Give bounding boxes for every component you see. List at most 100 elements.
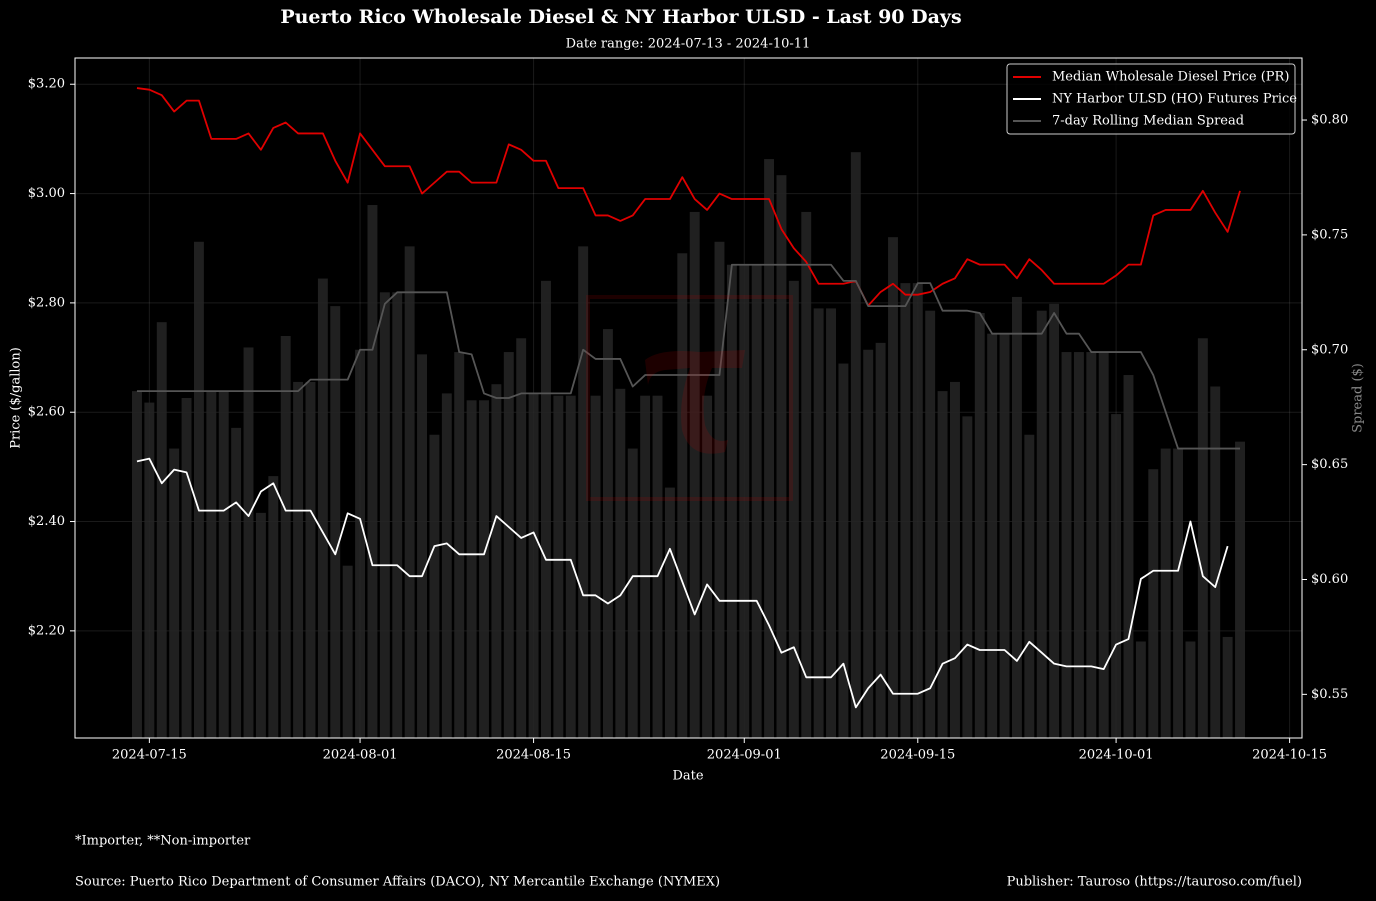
spread-bar — [726, 264, 737, 738]
spread-bar — [863, 349, 874, 738]
spread-bar — [689, 211, 700, 738]
spread-bar — [293, 381, 304, 738]
publisher: Publisher: Tauroso (https://tauroso.com/… — [1007, 875, 1302, 890]
spread-bar — [541, 280, 551, 738]
plot-area — [75, 58, 1302, 739]
spread-bar — [268, 476, 279, 738]
spread-bar — [739, 264, 750, 738]
spread-bar — [888, 237, 898, 738]
spread-bar — [169, 448, 180, 738]
spread-bar — [243, 347, 254, 738]
x-tick-label: 2024-08-15 — [496, 748, 571, 763]
spread-bar — [454, 352, 465, 738]
spread-bar — [417, 354, 427, 738]
footnote: *Importer, **Non-importer — [75, 834, 251, 849]
spread-bar — [1148, 469, 1159, 738]
spread-bar — [441, 393, 452, 738]
spread-bar — [714, 241, 725, 738]
spread-bar — [466, 400, 477, 738]
spread-bar — [1073, 352, 1084, 738]
spread-bar — [206, 391, 217, 738]
spread-bar — [1086, 352, 1097, 738]
y-tick-label: $2.60 — [28, 405, 65, 420]
spread-bar — [528, 393, 539, 738]
legend: Median Wholesale Diesel Price (PR) NY Har… — [1006, 63, 1297, 135]
legend-label: NY Harbor ULSD (HO) Futures Price — [1052, 92, 1297, 107]
spread-bar — [144, 402, 155, 738]
legend-box — [1006, 63, 1296, 135]
x-axis-label: Date — [672, 769, 703, 784]
series-line — [136, 87, 1241, 307]
legend-label: 7-day Rolling Median Spread — [1052, 114, 1244, 129]
spread-bar — [652, 395, 663, 738]
spread-bar — [379, 292, 390, 738]
spread-bar — [156, 322, 167, 738]
spread-bar — [231, 427, 242, 738]
spread-bar — [602, 329, 613, 738]
spread-bar — [664, 487, 675, 738]
plot-frame — [74, 57, 1303, 739]
spread-bar — [950, 381, 960, 738]
spread-bar — [640, 395, 651, 738]
series-line — [136, 457, 1229, 709]
spread-bar — [132, 391, 142, 738]
spread-bar — [751, 264, 762, 738]
x-tick-label: 2024-10-01 — [1079, 748, 1154, 763]
spread-bar — [627, 448, 638, 738]
spread-bar — [491, 384, 502, 738]
spread-bar — [578, 246, 589, 739]
spread-bar — [1197, 338, 1208, 738]
spread-bar — [937, 391, 948, 738]
spread-bar — [181, 398, 192, 738]
x-tick-label: 2024-10-15 — [1252, 748, 1327, 763]
legend-label: Median Wholesale Diesel Price (PR) — [1052, 70, 1289, 85]
y2-tick-label: $0.75 — [1311, 227, 1348, 242]
spread-bar — [404, 246, 415, 739]
spread-bar — [1135, 641, 1146, 738]
spread-bar — [826, 308, 836, 738]
series-line — [136, 263, 1241, 450]
y2-tick-label: $0.60 — [1311, 572, 1348, 587]
x-tick-label: 2024-08-01 — [323, 748, 398, 763]
y-tick-label: $3.20 — [28, 77, 65, 92]
spread-bar — [429, 434, 440, 738]
spread-bar — [702, 395, 713, 738]
watermark-frame — [586, 295, 793, 501]
spread-bar — [342, 565, 353, 738]
spread-bar — [801, 211, 812, 738]
spread-bar — [218, 391, 229, 738]
chart-title: Puerto Rico Wholesale Diesel & NY Harbor… — [280, 6, 961, 28]
x-tick-label: 2024-09-15 — [880, 748, 955, 763]
spread-bar — [193, 241, 204, 738]
source: Source: Puerto Rico Department of Consum… — [75, 875, 720, 890]
spread-bar — [1011, 296, 1022, 738]
spread-bar — [355, 349, 366, 738]
spread-bar — [367, 205, 378, 738]
y2-tick-label: $0.70 — [1311, 342, 1348, 357]
spread-bar — [330, 306, 341, 738]
watermark-logo — [645, 350, 745, 454]
spread-bar — [1160, 448, 1171, 738]
spread-bar — [305, 381, 316, 738]
spread-bar — [912, 283, 923, 738]
y-tick-label: $2.80 — [28, 295, 65, 310]
y-tick-label: $3.00 — [28, 186, 65, 201]
watermark — [586, 295, 793, 501]
spread-bar — [1098, 352, 1109, 738]
y-tick-label: $2.40 — [28, 514, 65, 529]
spread-bar — [1210, 386, 1221, 738]
spread-bar — [850, 152, 861, 738]
spread-bar — [838, 363, 849, 738]
spread-bar — [1235, 441, 1245, 738]
spread-bar — [479, 400, 489, 738]
spread-bar — [1061, 352, 1072, 738]
spread-bar — [317, 278, 328, 738]
y2-tick-label: $0.55 — [1311, 687, 1348, 702]
spread-bar — [974, 313, 985, 738]
spread-bar — [255, 512, 266, 738]
spread-bar — [280, 335, 291, 738]
spread-bar — [1222, 636, 1233, 738]
x-tick-label: 2024-07-15 — [112, 748, 187, 763]
